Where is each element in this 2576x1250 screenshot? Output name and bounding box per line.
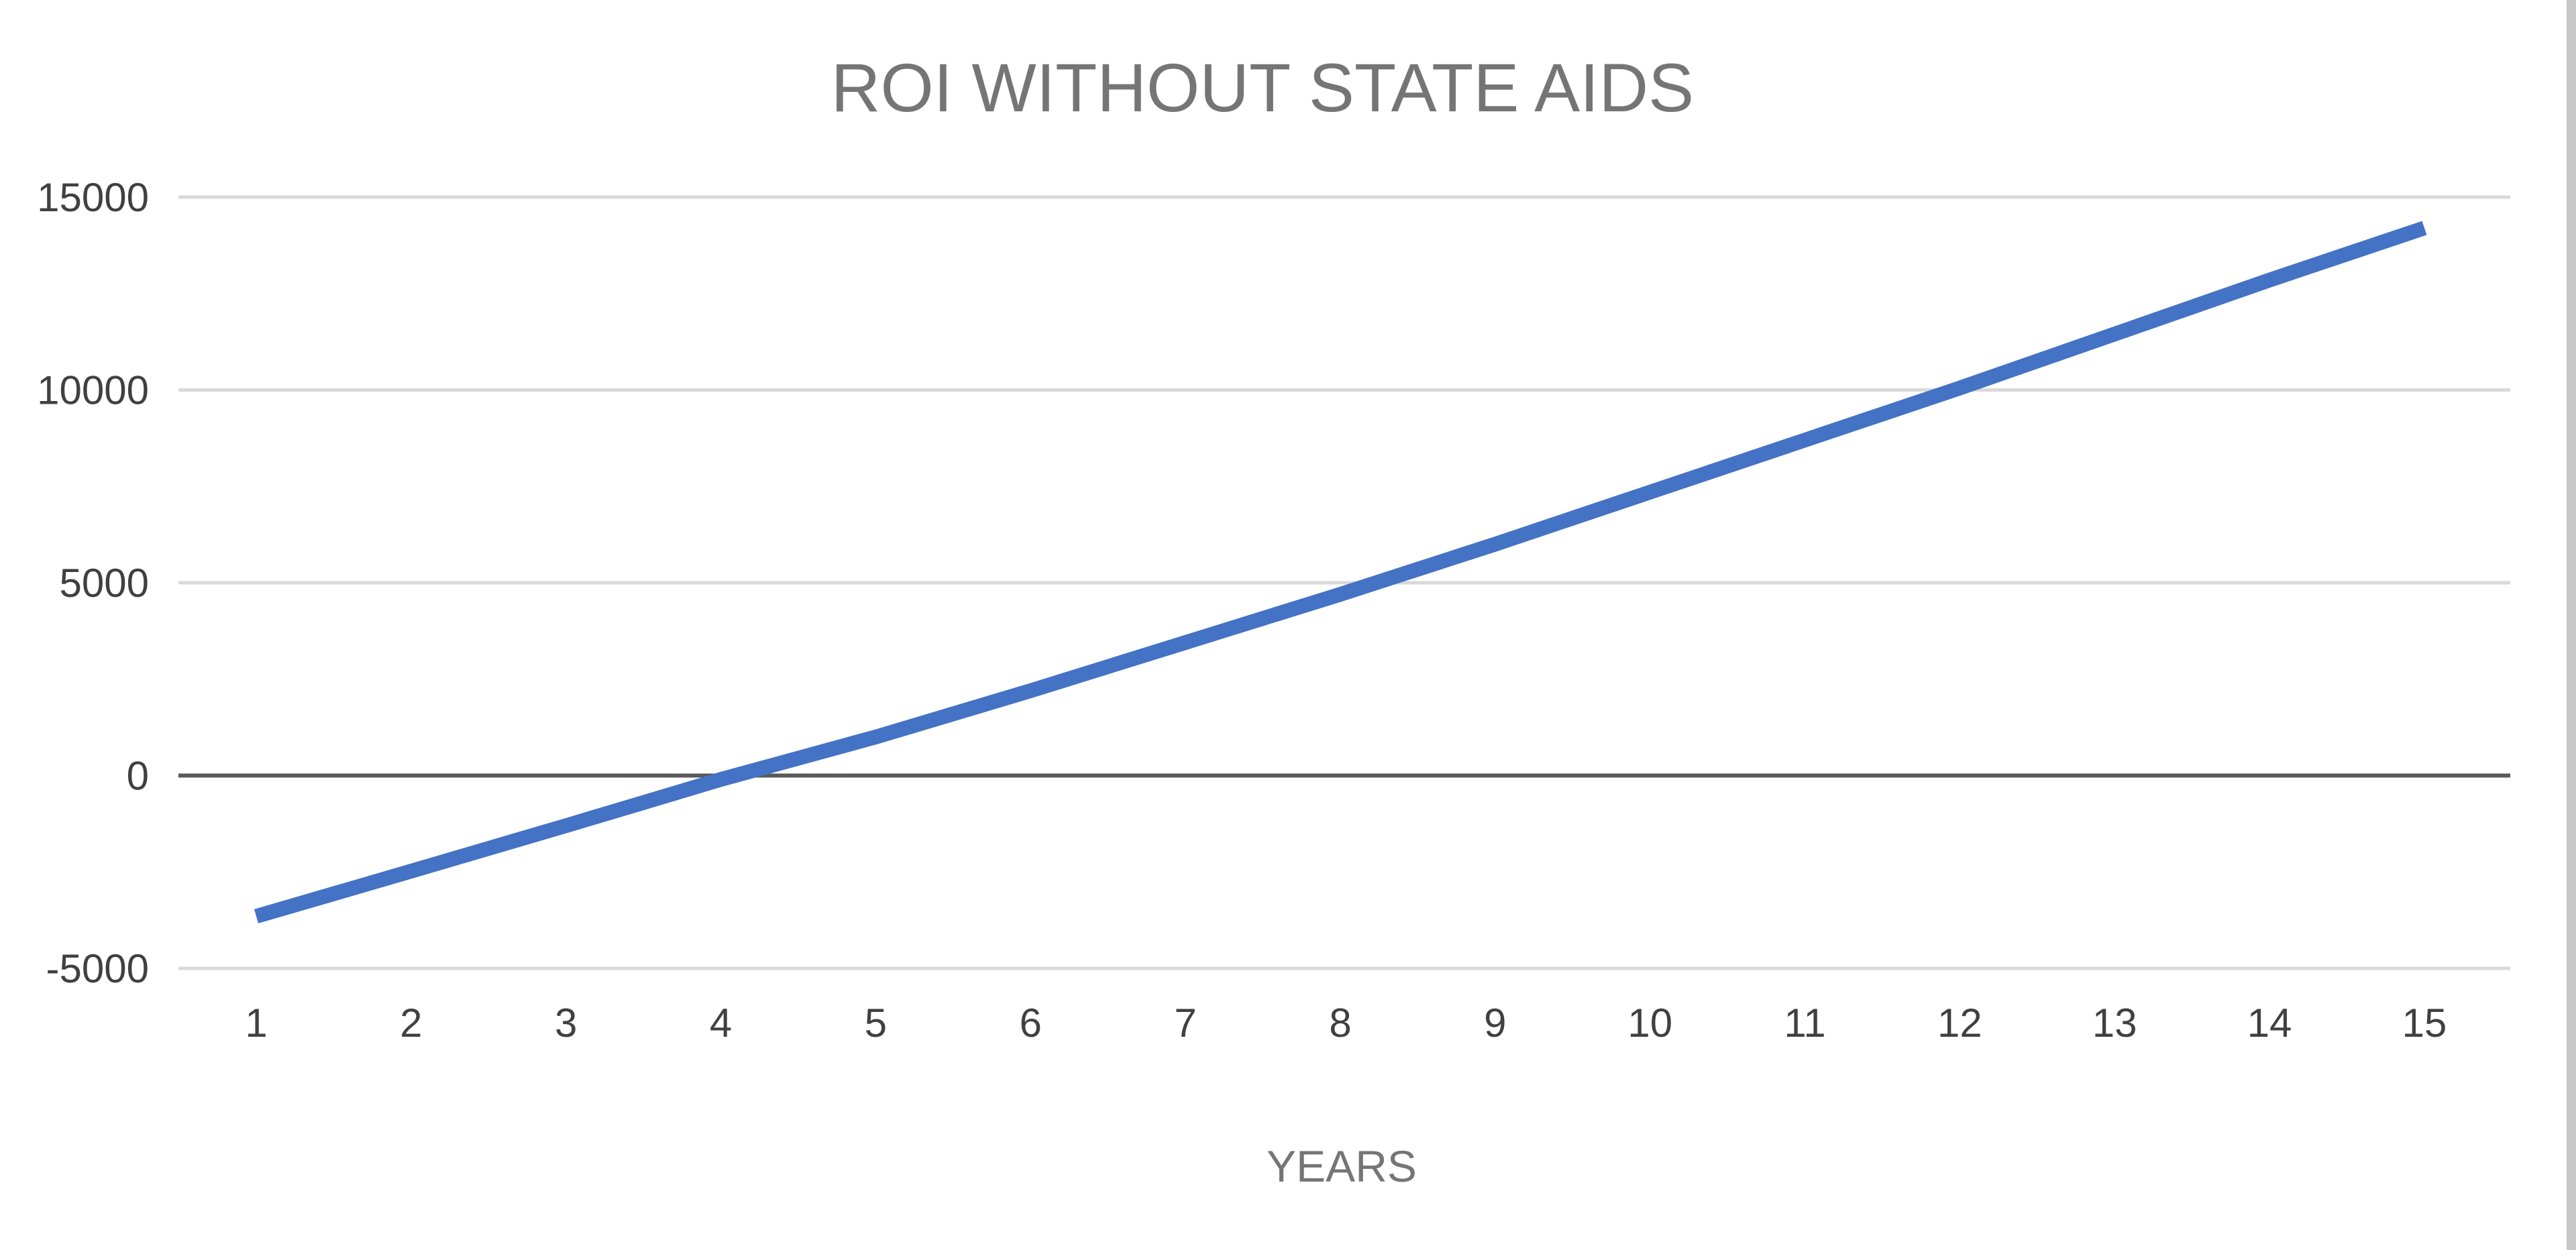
gridlines bbox=[178, 195, 2510, 970]
x-tick-label: 6 bbox=[1020, 1001, 1042, 1045]
x-axis-title: YEARS bbox=[1267, 1141, 1417, 1191]
data-point bbox=[1959, 388, 1960, 389]
y-tick-label: 15000 bbox=[37, 175, 149, 220]
data-point bbox=[875, 736, 876, 738]
data-point bbox=[1495, 544, 1496, 545]
series-line bbox=[254, 221, 2427, 923]
data-point bbox=[566, 825, 567, 826]
y-tick-label: 5000 bbox=[60, 561, 149, 606]
window-edge bbox=[2567, 0, 2576, 1250]
x-tick-label: 12 bbox=[1937, 1001, 1982, 1045]
data-point bbox=[720, 779, 722, 780]
x-tick-label: 7 bbox=[1174, 1001, 1196, 1045]
data-point bbox=[411, 870, 412, 872]
x-tick-label: 11 bbox=[1784, 1001, 1825, 1045]
data-point bbox=[1805, 439, 1806, 441]
x-tick-label: 4 bbox=[710, 1001, 732, 1045]
x-tick-label: 3 bbox=[555, 1001, 577, 1045]
series-layer bbox=[254, 221, 2427, 923]
data-point bbox=[1650, 492, 1651, 493]
x-tick-label: 2 bbox=[400, 1001, 422, 1045]
x-tick-label: 8 bbox=[1329, 1001, 1351, 1045]
data-point bbox=[1030, 690, 1031, 691]
x-tick-label: 5 bbox=[865, 1001, 887, 1045]
y-tick-label: -5000 bbox=[46, 946, 149, 991]
data-point bbox=[1185, 642, 1186, 643]
x-tick-label: 14 bbox=[2247, 1001, 2292, 1045]
y-tick-label: 0 bbox=[127, 754, 149, 799]
data-point bbox=[2114, 333, 2115, 335]
y-tick-label: 10000 bbox=[37, 368, 149, 413]
x-tick-label: 1 bbox=[245, 1001, 267, 1045]
data-point bbox=[1340, 593, 1341, 595]
x-axis-tick-labels: 1 2 3 4 5 6 7 8 9 10 11 12 13 14 15 bbox=[245, 1001, 2447, 1045]
data-point bbox=[2269, 280, 2270, 281]
data-point bbox=[256, 915, 257, 917]
x-tick-label: 10 bbox=[1627, 1001, 1672, 1045]
x-tick-label: 9 bbox=[1484, 1001, 1506, 1045]
x-tick-label: 15 bbox=[2402, 1001, 2447, 1045]
data-point bbox=[2424, 227, 2425, 229]
x-tick-label: 13 bbox=[2092, 1001, 2137, 1045]
chart-title: ROI WITHOUT STATE AIDS bbox=[831, 50, 1694, 126]
y-axis-tick-labels: -5000 0 5000 10000 15000 bbox=[37, 175, 149, 991]
